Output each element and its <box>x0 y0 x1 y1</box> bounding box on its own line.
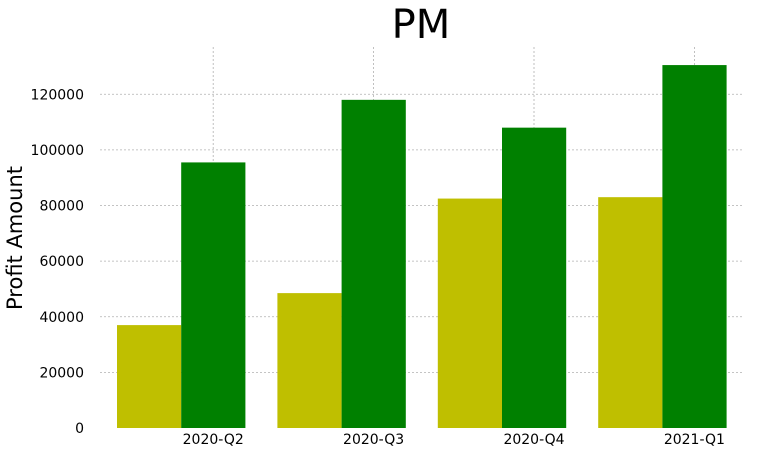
x-axis-ticks: 2020-Q2 2020-Q3 2020-Q4 2021-Q1 <box>183 432 725 448</box>
y-axis-label: Profit Amount <box>3 166 27 310</box>
chart-title: PM <box>392 2 451 48</box>
bars <box>117 65 727 429</box>
y-tick-label: 20000 <box>39 365 84 381</box>
bar-series2-2020-Q4 <box>502 127 567 429</box>
bar-series2-2021-Q1 <box>662 65 727 428</box>
y-tick-label: 40000 <box>39 310 84 326</box>
y-tick-label: 100000 <box>31 143 84 159</box>
x-tick-label: 2020-Q2 <box>183 432 244 448</box>
y-tick-label: 60000 <box>39 254 84 270</box>
y-tick-label: 0 <box>75 421 84 437</box>
x-tick-label: 2020-Q4 <box>503 432 564 448</box>
bar-series1-2020-Q3 <box>277 293 342 428</box>
y-tick-label: 120000 <box>31 87 84 103</box>
x-tick-label: 2020-Q3 <box>343 432 404 448</box>
bar-series1-2021-Q1 <box>598 197 663 428</box>
x-tick-label: 2021-Q1 <box>664 432 725 448</box>
bar-series1-2020-Q2 <box>117 325 182 428</box>
bar-series2-2020-Q2 <box>181 162 246 428</box>
y-tick-label: 80000 <box>39 199 84 215</box>
bar-series2-2020-Q3 <box>341 99 406 428</box>
bar-series1-2020-Q4 <box>437 198 502 428</box>
y-axis-ticks: 0 20000 40000 60000 80000 100000 120000 <box>31 87 84 437</box>
